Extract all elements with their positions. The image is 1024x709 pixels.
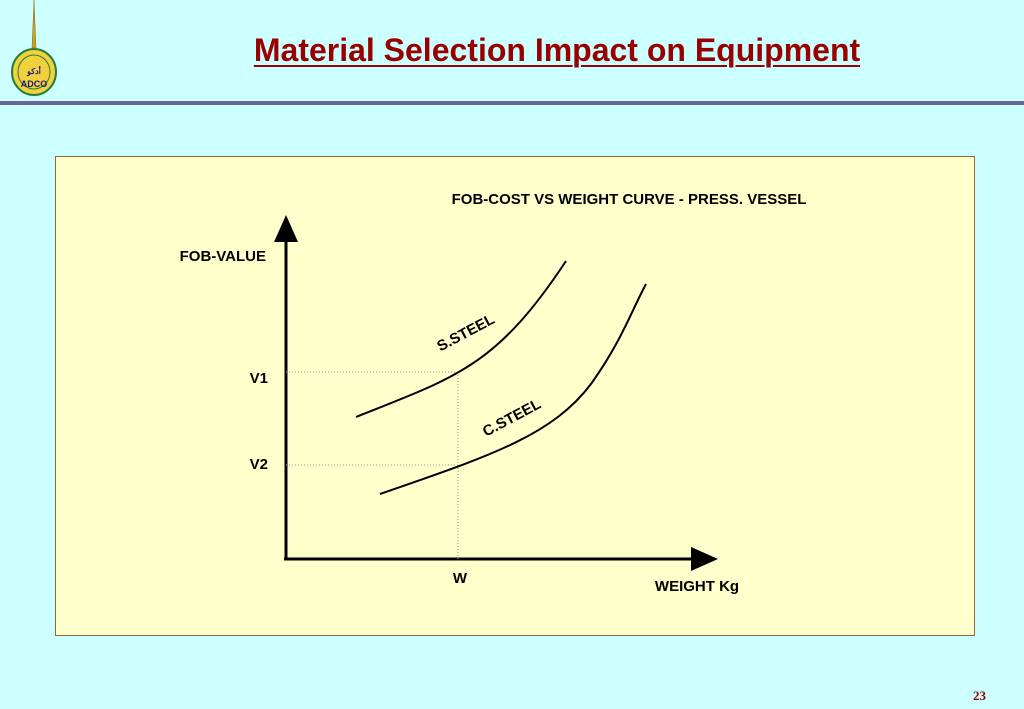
c-steel-label: C.STEEL xyxy=(480,396,544,441)
adco-logo: أدكو ADCO xyxy=(8,0,60,100)
diagram-panel: FOB-COST VS WEIGHT CURVE - PRESS. VESSEL… xyxy=(55,156,975,636)
c-steel-curve xyxy=(379,283,647,495)
diagram-title: FOB-COST VS WEIGHT CURVE - PRESS. VESSEL xyxy=(452,191,807,208)
y-axis-label: FOB-VALUE xyxy=(180,248,266,265)
fob-cost-diagram: FOB-COST VS WEIGHT CURVE - PRESS. VESSEL… xyxy=(180,191,807,595)
logo-text: ADCO xyxy=(21,79,48,89)
logo-arabic-text: أدكو xyxy=(26,64,41,77)
page-title: Material Selection Impact on Equipment xyxy=(253,32,861,68)
s-steel-label: S.STEEL xyxy=(434,311,497,355)
x-axis-label: WEIGHT Kg xyxy=(655,578,739,595)
v2-marker: V2 xyxy=(250,456,268,473)
s-steel-curve xyxy=(355,260,567,418)
v1-marker: V1 xyxy=(250,370,268,387)
w-marker: W xyxy=(453,570,468,587)
title-divider xyxy=(0,101,1024,105)
page-number: 23 xyxy=(973,688,986,703)
